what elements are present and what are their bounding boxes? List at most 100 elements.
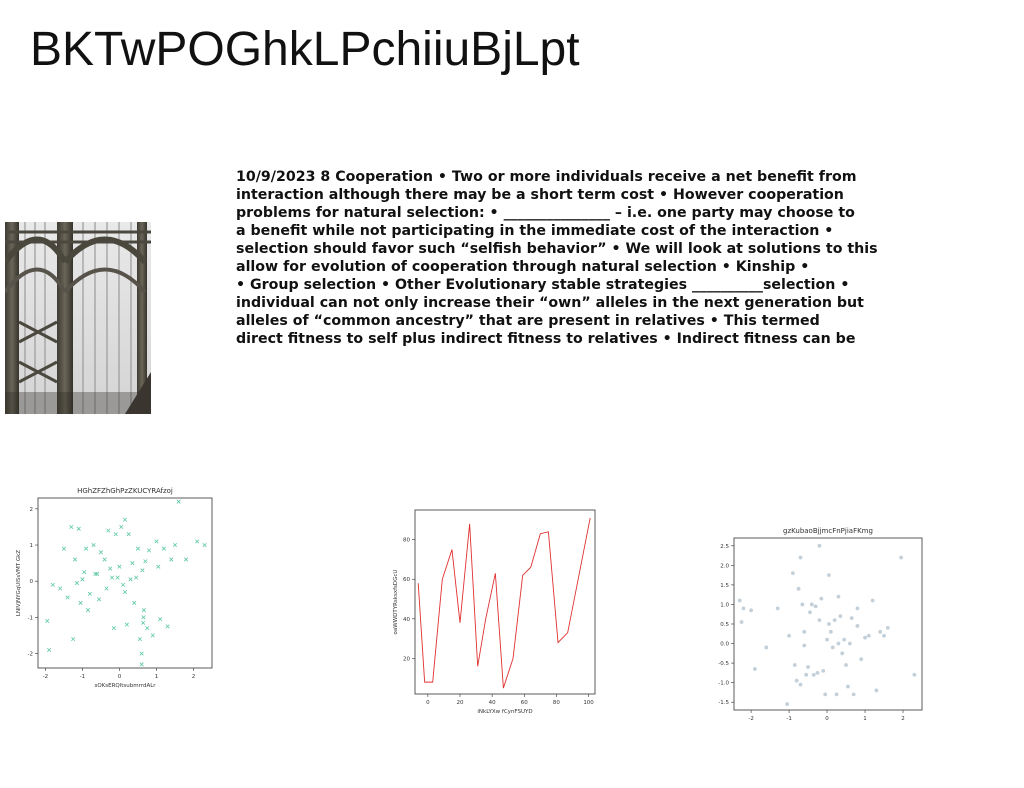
x-tick-label: 60 (521, 700, 528, 706)
data-point (836, 641, 841, 646)
data-point (819, 596, 824, 601)
data-point (825, 637, 829, 642)
data-point (752, 667, 757, 671)
document-line: allow for evolution of cooperation throu… (236, 259, 810, 275)
y-axis-label: oaWWDTYRsksxfsDGcU (393, 570, 399, 635)
data-point (71, 636, 76, 642)
data-point (126, 532, 131, 537)
data-point (828, 629, 833, 634)
data-point (139, 651, 144, 656)
data-point (859, 657, 864, 662)
data-point (844, 663, 848, 667)
data-point (134, 575, 139, 580)
document-line: a benefit while not participating in the… (236, 223, 834, 239)
data-point (80, 577, 85, 582)
data-point (832, 618, 837, 622)
document-line: interaction although there may be a shor… (236, 187, 844, 203)
data-point (737, 598, 742, 603)
data-point (809, 602, 814, 607)
data-point (202, 542, 207, 548)
data-point (98, 550, 104, 555)
data-point (790, 571, 795, 576)
data-point (128, 577, 133, 582)
y-tick-label: 80 (403, 538, 410, 544)
data-point (141, 620, 146, 625)
document-line: • Group selection • Other Evolutionary s… (236, 277, 850, 293)
data-point (878, 629, 883, 634)
data-point (115, 575, 120, 580)
data-point (806, 665, 810, 669)
data-point (849, 616, 854, 621)
plot-frame (37, 497, 213, 669)
data-point (838, 614, 843, 619)
data-point (739, 620, 744, 624)
data-point (104, 586, 109, 591)
data-point (184, 557, 189, 562)
y-tick-label: 0.0 (720, 642, 729, 648)
y-tick-label: 1.0 (720, 602, 729, 608)
x-tick-label: -2 (43, 674, 48, 680)
document-line: individual can not only increase their “… (236, 295, 864, 311)
data-point (827, 573, 831, 578)
data-point (139, 662, 144, 667)
data-point (802, 643, 807, 648)
y-tick-label: 1.5 (720, 583, 729, 589)
data-point (165, 624, 170, 629)
document-text: 10/9/2023 8 Cooperation • Two or more in… (236, 168, 896, 348)
data-point (146, 548, 152, 553)
data-point (61, 546, 66, 551)
x-tick-label: 0 (118, 674, 122, 680)
data-point (74, 580, 79, 586)
data-point (132, 600, 137, 605)
data-point (846, 684, 850, 689)
data-point (195, 539, 200, 544)
x-tick-label: 80 (553, 700, 560, 706)
x-axis-label: iNkLYXw fCynFSUYD (477, 709, 532, 715)
document-line: direct fitness to self plus indirect fit… (236, 331, 856, 347)
data-point (802, 629, 807, 634)
data-point (836, 594, 841, 599)
data-point (874, 688, 879, 693)
data-point (842, 637, 847, 642)
data-point (800, 602, 805, 607)
data-point (78, 600, 83, 605)
chart-title: gzKubaoBjjmcFnPjiaFKmg (783, 527, 873, 535)
data-point (85, 608, 91, 613)
x-tick-label: -1 (80, 674, 85, 680)
data-point (141, 608, 146, 613)
data-point (885, 626, 890, 630)
line-chart: 0 20 40 60 80 100 20 40 60 80 iNkLYXw fCynFSUYD oaW… (393, 509, 596, 715)
data-point (775, 606, 780, 611)
data-point (811, 672, 816, 677)
data-point (912, 672, 917, 677)
data-point (798, 555, 803, 560)
data-point (69, 524, 74, 530)
data-point (130, 561, 135, 566)
x-tick-label: 2 (901, 716, 905, 722)
y-tick-label: 40 (403, 617, 410, 623)
data-point (808, 610, 812, 615)
data-point (796, 586, 801, 591)
data-point (137, 636, 142, 642)
x-tick-label: 0 (426, 700, 430, 706)
x-tick-label: -1 (786, 716, 791, 722)
data-point (815, 670, 820, 675)
data-point (870, 598, 875, 603)
data-point (899, 555, 904, 560)
data-point (91, 542, 96, 548)
data-point (749, 608, 753, 613)
data-point (813, 604, 818, 609)
data-point (804, 672, 809, 677)
data-point (97, 597, 102, 602)
data-point (817, 618, 822, 622)
data-point (135, 546, 141, 551)
data-point (76, 526, 81, 531)
plot-frame (414, 509, 596, 695)
data-point (798, 682, 803, 687)
data-point (72, 557, 78, 562)
y-tick-label: 1 (30, 543, 34, 549)
data-point (827, 622, 831, 626)
data-point (113, 532, 118, 537)
y-tick-label: 2.0 (720, 563, 729, 569)
x-tick-label: 2 (192, 674, 196, 680)
